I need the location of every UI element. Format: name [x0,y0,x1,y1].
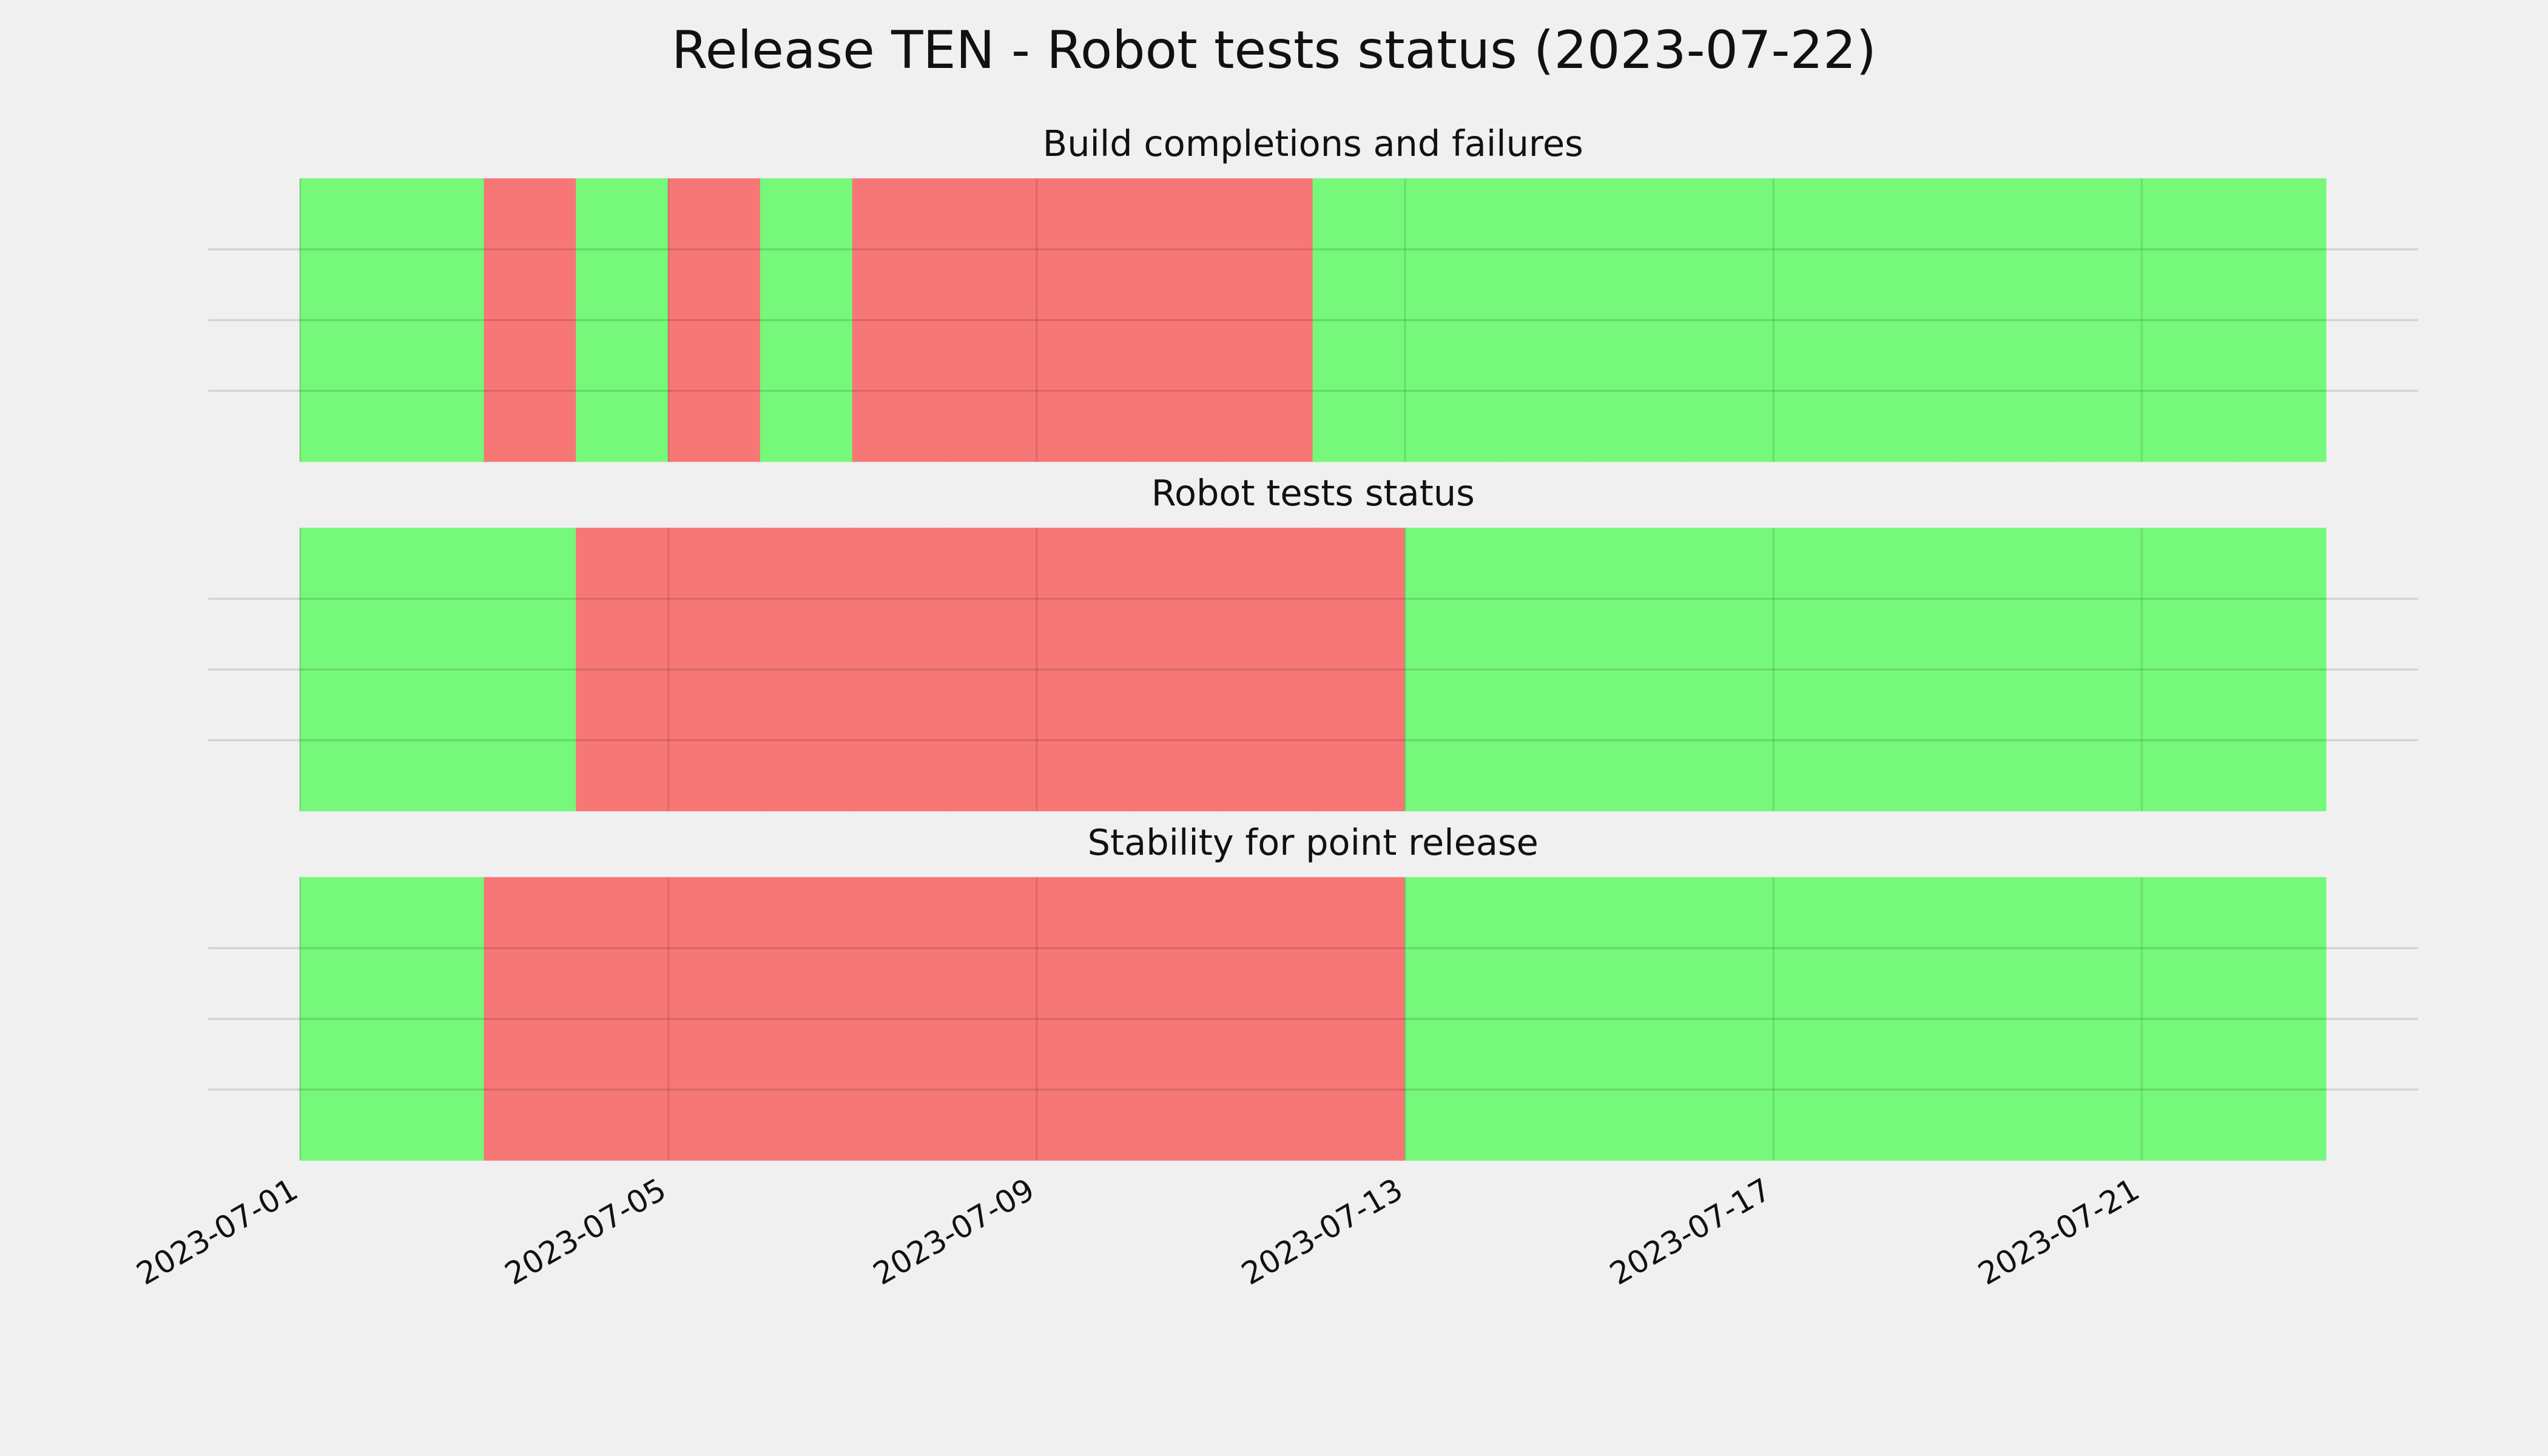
status-bar [1128,178,1222,462]
status-bar [1773,527,1866,812]
status-bar [2233,178,2327,462]
status-bar [1865,178,1958,462]
status-bar [1128,877,1222,1161]
status-bar [1036,527,1130,812]
status-bar [391,527,485,812]
status-bar [1680,527,1774,812]
status-bar [1773,877,1866,1161]
status-bar [2141,178,2234,462]
status-bar [1957,178,2051,462]
status-bar [1036,877,1130,1161]
panel-title: Build completions and failures [1043,123,1583,164]
status-bar [576,877,669,1161]
status-bar [391,877,485,1161]
status-bar [576,178,669,462]
status-bar [1404,877,1498,1161]
status-bar [1865,877,1958,1161]
status-bar [1588,527,1682,812]
status-bar [1588,877,1682,1161]
status-bar [852,877,945,1161]
status-bar [2141,877,2234,1161]
status-bar [484,877,577,1161]
status-bar [760,178,854,462]
status-bar [852,178,945,462]
status-bar [944,877,1037,1161]
panel-title: Robot tests status [1151,472,1475,514]
status-bar [299,178,393,462]
panel-title: Stability for point release [1088,821,1539,863]
status-bar [1865,527,1958,812]
status-bar [1680,877,1774,1161]
status-bar [760,877,854,1161]
status-bar [1957,527,2051,812]
status-bar [668,178,761,462]
status-bar [852,527,945,812]
status-bar [2049,178,2143,462]
status-bar [391,178,485,462]
status-bar [484,178,577,462]
status-bar [1312,877,1406,1161]
status-bar [1128,527,1222,812]
status-bar [1404,178,1498,462]
status-bar [1497,178,1590,462]
status-bar [1036,178,1130,462]
chart-title: Release TEN - Robot tests status (2023-0… [672,20,1876,81]
status-bar [1404,527,1498,812]
status-bar [944,527,1037,812]
status-bar [2233,527,2327,812]
status-bar [2049,877,2143,1161]
status-bar [944,178,1037,462]
status-bar [668,527,761,812]
status-bar [668,877,761,1161]
status-bar [1220,877,1313,1161]
status-bar [1773,178,1866,462]
status-bar [2233,877,2327,1161]
status-bar [299,877,393,1161]
status-bar [1220,178,1313,462]
status-bar [1497,527,1590,812]
status-bar [1312,178,1406,462]
status-bar [299,527,393,812]
status-bar [1588,178,1682,462]
status-bar [576,527,669,812]
status-bar [1220,527,1313,812]
status-bar [1957,877,2051,1161]
status-bar [2049,527,2143,812]
status-bar [1680,178,1774,462]
status-bar [1497,877,1590,1161]
